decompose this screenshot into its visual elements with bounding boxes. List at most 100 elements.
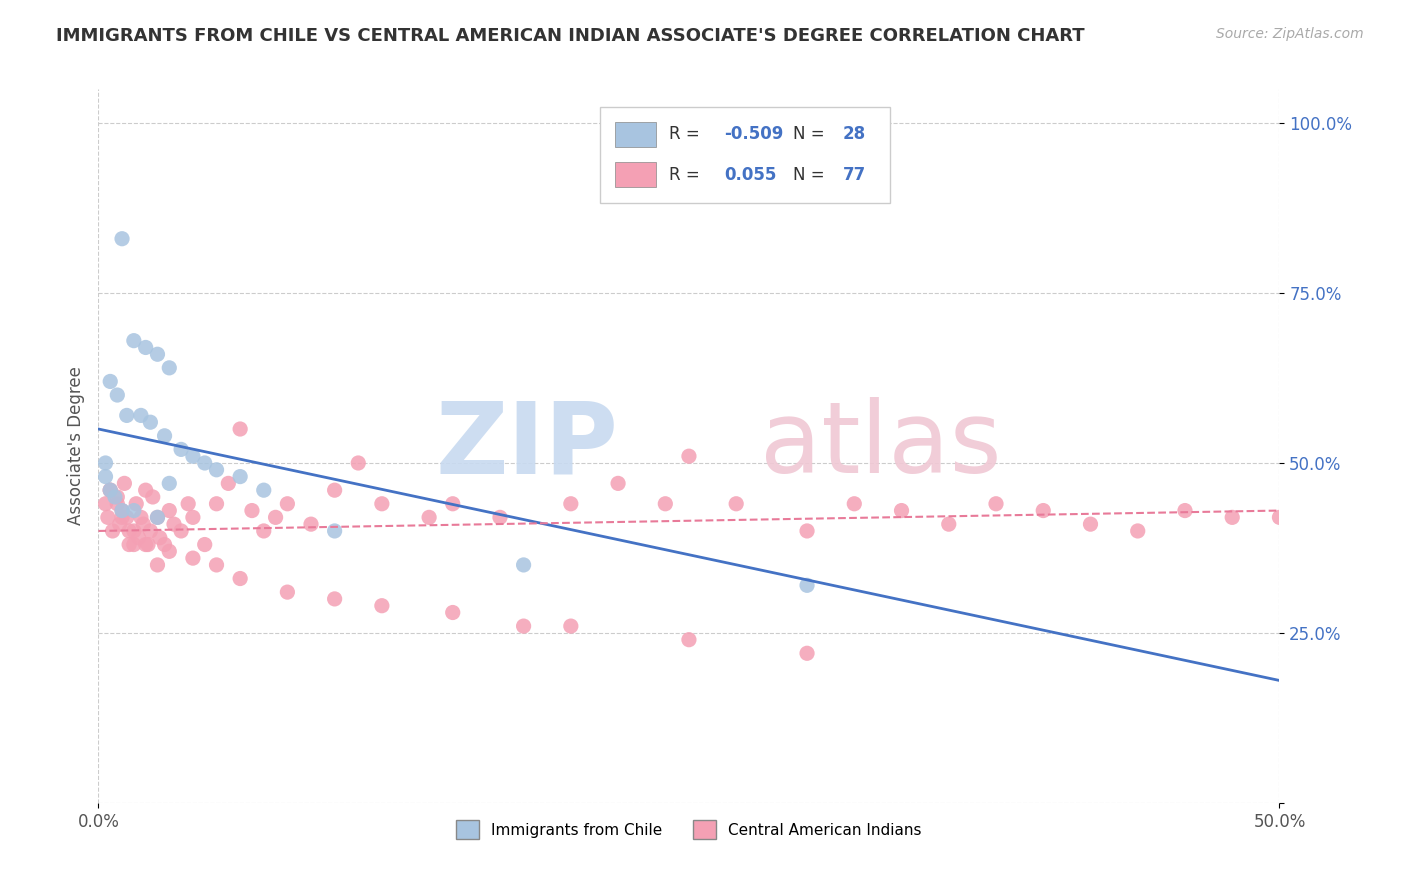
Point: [101, 524, 124, 538]
Point: [146, 347, 169, 361]
Point: [94, 497, 117, 511]
Point: [98, 483, 121, 498]
Point: [111, 503, 134, 517]
Point: [153, 537, 176, 551]
Point: [194, 537, 217, 551]
Point: [146, 510, 169, 524]
Point: [132, 517, 155, 532]
Point: [118, 524, 141, 538]
Point: [112, 476, 135, 491]
Point: [122, 334, 145, 348]
Point: [796, 646, 818, 660]
Point: [796, 524, 818, 538]
Point: [157, 360, 180, 375]
Point: [135, 341, 157, 355]
Point: [512, 619, 534, 633]
Point: [129, 409, 152, 423]
Point: [153, 429, 176, 443]
Point: [796, 578, 818, 592]
Point: [1220, 510, 1243, 524]
Point: [146, 510, 169, 524]
Point: [489, 510, 512, 524]
Point: [108, 517, 131, 532]
Point: [111, 503, 134, 517]
Point: [205, 463, 228, 477]
Text: N =: N =: [793, 125, 830, 143]
Point: [607, 476, 630, 491]
Point: [111, 232, 134, 246]
Point: [205, 558, 228, 572]
Point: [1080, 517, 1102, 532]
Point: [142, 490, 165, 504]
Point: [371, 497, 394, 511]
Text: -0.509: -0.509: [724, 125, 783, 143]
Point: [276, 585, 298, 599]
Point: [323, 483, 346, 498]
Point: [129, 510, 152, 524]
Point: [1032, 503, 1054, 517]
Point: [149, 531, 172, 545]
Point: [844, 497, 866, 511]
Point: [98, 483, 121, 498]
Point: [139, 415, 162, 429]
Point: [105, 388, 128, 402]
Point: [181, 449, 204, 463]
Point: [229, 572, 252, 586]
Point: [299, 517, 322, 532]
Point: [418, 510, 440, 524]
Point: [217, 476, 239, 491]
Point: [347, 456, 370, 470]
Point: [170, 442, 193, 457]
Point: [205, 497, 228, 511]
Point: [157, 503, 180, 517]
Text: IMMIGRANTS FROM CHILE VS CENTRAL AMERICAN INDIAN ASSOCIATE'S DEGREE CORRELATION : IMMIGRANTS FROM CHILE VS CENTRAL AMERICA…: [56, 27, 1085, 45]
Point: [725, 497, 748, 511]
Point: [181, 510, 204, 524]
Text: 77: 77: [842, 166, 866, 184]
Point: [654, 497, 676, 511]
Point: [122, 524, 145, 538]
Point: [512, 558, 534, 572]
Point: [264, 510, 287, 524]
Point: [441, 606, 464, 620]
FancyBboxPatch shape: [600, 107, 890, 203]
Point: [323, 524, 346, 538]
Text: atlas: atlas: [759, 398, 1001, 494]
Point: [323, 591, 346, 606]
Point: [984, 497, 1007, 511]
Point: [94, 456, 117, 470]
Point: [122, 503, 145, 517]
Point: [128, 531, 150, 545]
Point: [181, 551, 204, 566]
Text: ZIP: ZIP: [436, 398, 619, 494]
Text: 0.055: 0.055: [724, 166, 776, 184]
Point: [135, 537, 157, 551]
Point: [194, 456, 217, 470]
Point: [118, 537, 141, 551]
Point: [163, 517, 186, 532]
Text: N =: N =: [793, 166, 830, 184]
Point: [105, 497, 128, 511]
FancyBboxPatch shape: [614, 162, 655, 187]
Point: [253, 483, 276, 498]
Text: R =: R =: [669, 166, 704, 184]
Point: [253, 524, 276, 538]
Text: Source: ZipAtlas.com: Source: ZipAtlas.com: [1216, 27, 1364, 41]
Point: [136, 537, 159, 551]
Point: [678, 632, 700, 647]
Point: [560, 619, 582, 633]
Point: [1268, 510, 1291, 524]
Point: [229, 422, 252, 436]
Point: [98, 483, 121, 498]
Text: R =: R =: [669, 125, 704, 143]
Point: [170, 524, 193, 538]
Point: [240, 503, 263, 517]
Point: [441, 497, 464, 511]
Point: [229, 469, 252, 483]
Point: [139, 524, 162, 538]
Point: [146, 558, 169, 572]
Point: [276, 497, 298, 511]
Point: [890, 503, 912, 517]
Point: [157, 544, 180, 558]
Point: [115, 409, 138, 423]
